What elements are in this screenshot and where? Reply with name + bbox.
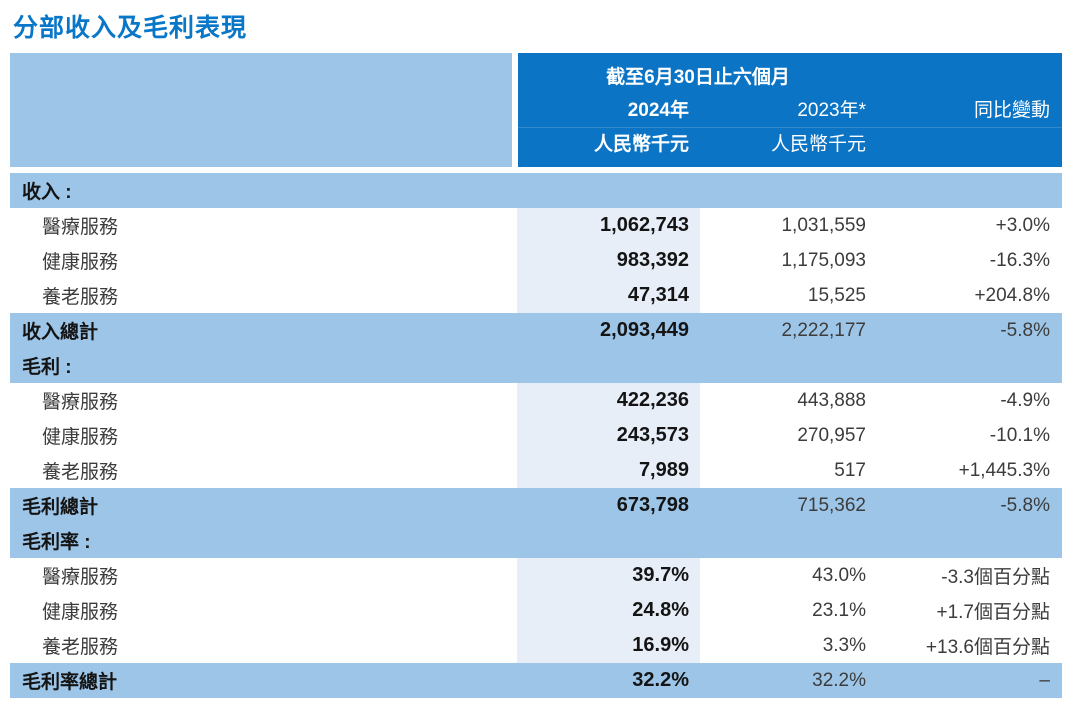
- value-2023: 15,525: [807, 284, 866, 306]
- value-change: -5.8%: [1000, 319, 1050, 341]
- value-change: +13.6個百分點: [925, 637, 1050, 658]
- row-label: 健康服務: [42, 252, 119, 273]
- row-revenue-health: 健康服務 983,392 1,175,093 -16.3%: [10, 243, 1062, 278]
- value-2023: 443,888: [797, 389, 866, 411]
- value-2024: 2,093,449: [600, 319, 689, 341]
- value-change: +204.8%: [974, 284, 1050, 306]
- value-change: -16.3%: [989, 249, 1050, 271]
- header-col-change: 同比變動: [973, 100, 1050, 121]
- value-2024: 32.2%: [632, 669, 689, 691]
- value-2024: 422,236: [517, 383, 700, 418]
- value-2024: [517, 348, 700, 383]
- row-gross-profit-elderly: 養老服務 7,989 517 +1,445.3%: [10, 453, 1062, 488]
- header-year-row: 2024年 2023年* 同比變動: [518, 94, 1062, 127]
- value-change: –: [1039, 669, 1050, 691]
- header-col-2023: 2023年*: [797, 100, 866, 121]
- section-label: 收入 :: [22, 182, 72, 203]
- value-2023: 3.3%: [822, 634, 866, 656]
- page-title: 分部收入及毛利表現: [13, 14, 248, 42]
- value-change: +3.0%: [995, 214, 1050, 236]
- value-2023: 2,222,177: [781, 319, 866, 341]
- row-label: 醫療服務: [42, 217, 119, 238]
- row-revenue-medical: 醫療服務 1,062,743 1,031,559 +3.0%: [10, 208, 1062, 243]
- section-label: 毛利 :: [22, 357, 72, 378]
- section-row-gross-profit: 毛利 :: [10, 348, 1062, 383]
- value-2024: 983,392: [517, 243, 700, 278]
- header-unit-change: [877, 128, 1062, 161]
- value-2023: 43.0%: [812, 564, 866, 586]
- value-2024: 1,062,743: [517, 208, 700, 243]
- header-period: 截至6月30日止六個月: [606, 67, 790, 88]
- row-label: 醫療服務: [42, 567, 119, 588]
- value-change: -4.9%: [1000, 389, 1050, 411]
- value-change: +1,445.3%: [958, 459, 1050, 481]
- value-2024: 24.8%: [517, 593, 700, 628]
- value-2023: 1,031,559: [781, 214, 866, 236]
- value-2024: [517, 173, 700, 208]
- row-gross-profit-medical: 醫療服務 422,236 443,888 -4.9%: [10, 383, 1062, 418]
- section-row-revenue: 收入 :: [10, 173, 1062, 208]
- header-col-2024: 2024年: [627, 100, 689, 121]
- header-gap: [512, 53, 518, 167]
- row-label: 收入總計: [22, 322, 99, 343]
- value-2024: 16.9%: [517, 628, 700, 663]
- row-label: 毛利率總計: [22, 672, 118, 693]
- value-change: -3.3個百分點: [941, 567, 1050, 588]
- row-gross-margin-elderly: 養老服務 16.9% 3.3% +13.6個百分點: [10, 628, 1062, 663]
- row-label: 健康服務: [42, 602, 119, 623]
- row-revenue-total: 收入總計 2,093,449 2,222,177 -5.8%: [10, 313, 1062, 348]
- row-label: 養老服務: [42, 637, 119, 658]
- value-2024: [517, 523, 700, 558]
- value-2023: 23.1%: [812, 599, 866, 621]
- table-header: 截至6月30日止六個月 2024年 2023年* 同比變動 人民幣千元 人民幣千…: [10, 53, 1062, 167]
- row-label: 毛利總計: [22, 497, 99, 518]
- header-unit-2023: 人民幣千元: [770, 134, 866, 155]
- segment-performance-table: 截至6月30日止六個月 2024年 2023年* 同比變動 人民幣千元 人民幣千…: [10, 53, 1062, 698]
- value-2023: 1,175,093: [781, 249, 866, 271]
- row-revenue-elderly: 養老服務 47,314 15,525 +204.8%: [10, 278, 1062, 313]
- row-label: 養老服務: [42, 462, 119, 483]
- value-2023: 715,362: [797, 494, 866, 516]
- value-2024: 7,989: [517, 453, 700, 488]
- header-unit-2024: 人民幣千元: [593, 134, 689, 155]
- value-2024: 673,798: [616, 494, 689, 516]
- value-change: +1.7個百分點: [936, 602, 1050, 623]
- value-2024: 243,573: [517, 418, 700, 453]
- row-label: 健康服務: [42, 427, 119, 448]
- header-unit-row: 人民幣千元 人民幣千元: [518, 127, 1062, 160]
- row-gross-margin-total: 毛利率總計 32.2% 32.2% –: [10, 663, 1062, 698]
- value-2024: 47,314: [517, 278, 700, 313]
- row-label: 醫療服務: [42, 392, 119, 413]
- section-row-gross-margin: 毛利率 :: [10, 523, 1062, 558]
- header-left-band: [10, 53, 512, 167]
- value-2023: 32.2%: [812, 669, 866, 691]
- value-change: -5.8%: [1000, 494, 1050, 516]
- value-2023: 270,957: [797, 424, 866, 446]
- row-gross-profit-health: 健康服務 243,573 270,957 -10.1%: [10, 418, 1062, 453]
- value-2024: 39.7%: [517, 558, 700, 593]
- section-label: 毛利率 :: [22, 532, 91, 553]
- value-change: -10.1%: [989, 424, 1050, 446]
- table-body: 收入 : 醫療服務 1,062,743 1,031,559 +3.0% 健康服務…: [10, 173, 1062, 698]
- row-gross-margin-health: 健康服務 24.8% 23.1% +1.7個百分點: [10, 593, 1062, 628]
- row-gross-margin-medical: 醫療服務 39.7% 43.0% -3.3個百分點: [10, 558, 1062, 593]
- value-2023: 517: [834, 459, 866, 481]
- row-gross-profit-total: 毛利總計 673,798 715,362 -5.8%: [10, 488, 1062, 523]
- row-label: 養老服務: [42, 287, 119, 308]
- header-columns: 截至6月30日止六個月 2024年 2023年* 同比變動 人民幣千元 人民幣千…: [518, 53, 1062, 167]
